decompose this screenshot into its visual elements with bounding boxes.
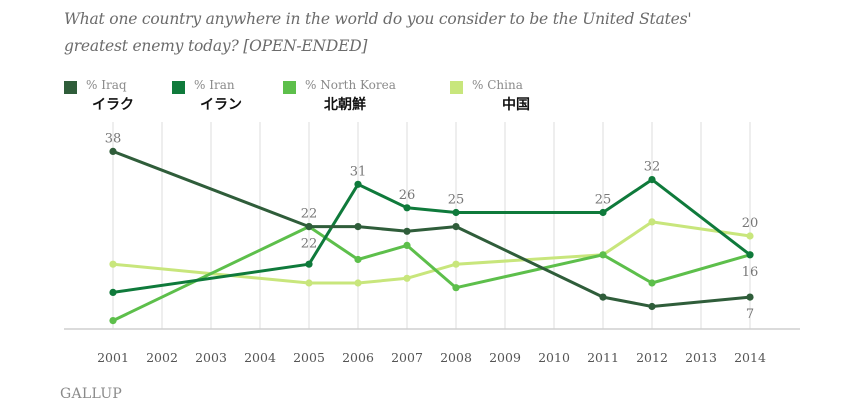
x-tick-label: 2005: [293, 350, 325, 365]
x-tick-label: 2006: [342, 350, 374, 365]
data-point-north-korea-2001: [109, 317, 117, 325]
data-point-china-2008: [452, 260, 460, 268]
data-point-china-2007: [403, 274, 411, 282]
legend-swatch-iran: [172, 81, 185, 94]
legend-label-iraq: % Iraq: [86, 78, 127, 92]
legend-label-north-korea: % North Korea: [305, 78, 396, 92]
data-label: 25: [595, 193, 612, 208]
series-line-china: [111, 220, 752, 285]
data-point-iran-2011: [599, 208, 607, 217]
data-label: 26: [399, 188, 416, 203]
legend-label-china: % China: [472, 78, 523, 92]
legend-swatch-north-korea: [283, 81, 296, 94]
x-tick-label: 2008: [440, 350, 472, 365]
series-iran: [109, 176, 754, 296]
data-label: 16: [742, 265, 759, 280]
data-point-iraq-2005: [305, 223, 313, 231]
data-point-iran-2012: [648, 176, 656, 184]
data-point-china-2005: [305, 279, 313, 287]
data-label: 32: [644, 160, 661, 175]
data-point-north-korea-2011: [599, 251, 607, 259]
data-point-iran-2006: [354, 180, 362, 188]
data-point-iraq-2014: [746, 293, 754, 301]
x-tick-label: 2003: [195, 350, 227, 365]
legend-label-iran: % Iran: [194, 78, 235, 92]
data-point-iraq-2008: [452, 223, 460, 231]
legend-swatch-china: [450, 81, 463, 94]
data-label: 31: [350, 164, 367, 179]
data-labels: 38 22 22 31 26 25 25 32 20 16 7: [105, 131, 759, 322]
data-label: 22: [301, 207, 318, 222]
data-point-north-korea-2006: [354, 255, 362, 264]
series-lines: [109, 147, 754, 325]
data-point-north-korea-2012: [648, 279, 656, 287]
data-label: 7: [746, 307, 754, 322]
series-line-iraq: [111, 149, 752, 308]
x-tick-label: 2007: [391, 350, 423, 365]
x-axis-ticks: 2001 2002 2003 2004 2005 2006 2007 2008 2009 2010…: [97, 350, 766, 365]
data-point-iran-2008: [452, 208, 460, 217]
data-point-iraq-2001: [109, 147, 117, 155]
x-tick-label: 2011: [587, 350, 619, 365]
legend-label-iraq-ja: イラク: [92, 97, 134, 113]
grid: [112, 122, 751, 329]
x-tick-label: 2001: [97, 350, 129, 365]
x-tick-label: 2009: [489, 350, 521, 365]
legend-label-china-ja: 中国: [502, 97, 530, 113]
data-point-north-korea-2008: [452, 284, 460, 292]
data-point-iran-2005: [305, 260, 313, 268]
x-tick-label: 2013: [685, 350, 717, 365]
x-tick-label: 2002: [146, 350, 178, 365]
data-point-iran-2001: [109, 288, 117, 296]
data-label: 20: [742, 216, 759, 231]
data-point-china-2001: [109, 260, 117, 268]
data-point-north-korea-2007: [403, 241, 411, 249]
data-label: 25: [448, 193, 465, 208]
series-iraq: [109, 147, 754, 311]
series-line-north-korea: [111, 225, 752, 323]
chart-title: What one country anywhere in the world d…: [64, 6, 824, 60]
data-point-iraq-2007: [403, 227, 411, 235]
x-tick-label: 2004: [244, 350, 276, 365]
chart-title-line-1: What one country anywhere in the world d…: [64, 10, 692, 28]
data-point-iraq-2006: [354, 223, 362, 231]
data-point-iraq-2012: [648, 302, 656, 311]
data-point-china-2006: [354, 279, 362, 287]
data-label: 22: [301, 237, 318, 252]
x-tick-label: 2014: [734, 350, 766, 365]
x-tick-label: 2010: [538, 350, 570, 365]
legend-label-north-korea-ja: 北朝鮮: [324, 97, 366, 113]
data-point-iran-2014: [746, 251, 754, 259]
series-line-iran: [111, 178, 752, 294]
series-china: [109, 218, 754, 287]
legend-swatch-iraq: [64, 81, 77, 94]
x-tick-label: 2012: [636, 350, 668, 365]
data-point-iran-2007: [403, 204, 411, 212]
chart-title-line-2: greatest enemy today? [OPEN-ENDED]: [64, 37, 368, 55]
legend-label-iran-ja: イラン: [200, 97, 242, 113]
data-point-iraq-2011: [599, 293, 607, 301]
data-label: 38: [105, 131, 122, 146]
gallup-logo: GALLUP: [60, 386, 123, 402]
data-point-china-2012: [648, 218, 656, 226]
data-point-china-2014: [746, 232, 754, 240]
